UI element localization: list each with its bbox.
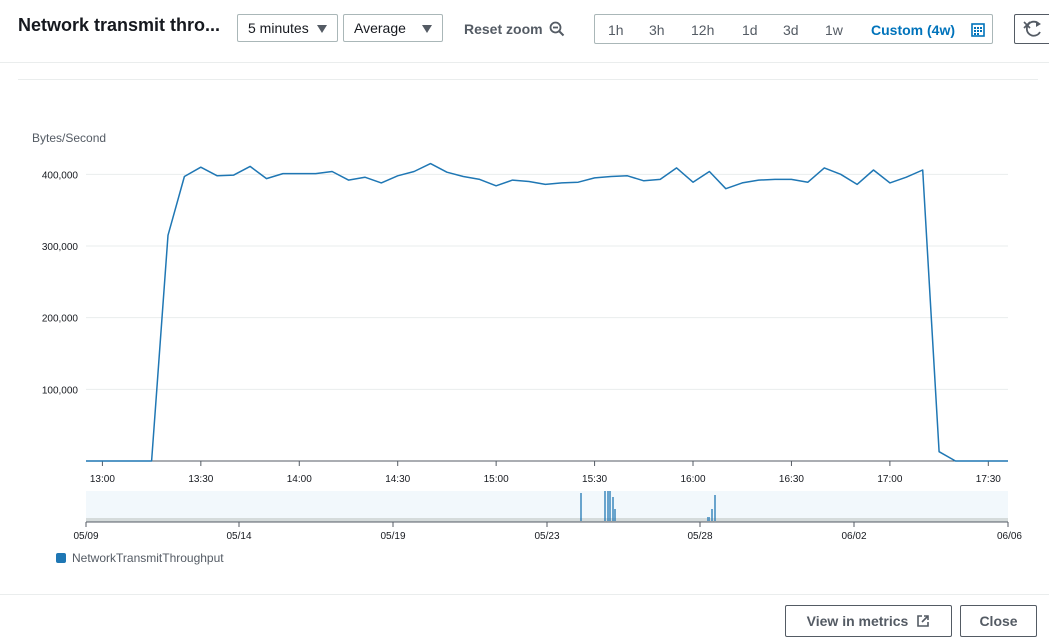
navigator-tick-label: 06/02	[841, 531, 866, 542]
external-link-icon	[916, 614, 930, 628]
period-select[interactable]: 5 minutes	[237, 14, 338, 42]
series-layer	[86, 164, 1008, 461]
range-option-1d[interactable]: 1d	[742, 22, 758, 38]
y-tick-label: 400,000	[42, 170, 79, 181]
caret-down-icon	[317, 25, 327, 33]
x-tick-label: 17:00	[877, 474, 902, 485]
x-tick-label: 14:30	[385, 474, 410, 485]
chart-container[interactable]: Bytes/Second 100,000 200,000 300,000 400,00…	[0, 80, 1049, 580]
navigator-tick-label: 05/28	[687, 531, 712, 542]
navigator-tick-label: 05/19	[380, 531, 405, 542]
time-range-selector: 1h 3h 12h 1d 3d 1w Custom (4w)	[594, 14, 993, 44]
x-tick-label: 16:30	[779, 474, 804, 485]
view-in-metrics-button[interactable]: View in metrics	[785, 605, 952, 637]
legend-item-label: NetworkTransmitThroughput	[72, 551, 224, 565]
navigator-tick-label: 06/06	[997, 531, 1022, 542]
view-in-metrics-label: View in metrics	[807, 613, 909, 629]
navigator-background	[86, 491, 1008, 521]
close-label: Close	[979, 613, 1017, 629]
grid-lines	[86, 174, 1008, 461]
range-option-1h[interactable]: 1h	[608, 22, 624, 38]
navigator-spike	[714, 495, 716, 521]
chart-legend[interactable]: NetworkTransmitThroughput	[56, 551, 224, 565]
refresh-button[interactable]	[1014, 14, 1049, 44]
x-tick-label: 17:30	[976, 474, 1001, 485]
navigator-spike	[614, 509, 616, 521]
y-tick-label: 100,000	[42, 385, 79, 396]
x-tick-label: 13:00	[90, 474, 115, 485]
close-button[interactable]: Close	[960, 605, 1037, 637]
range-option-12h[interactable]: 12h	[691, 22, 714, 38]
y-tick-label: 300,000	[42, 242, 79, 253]
x-tick-label: 15:30	[582, 474, 607, 485]
widget-footer: View in metrics Close	[0, 594, 1049, 643]
x-axis-ticks: 13:00 13:30 14:00 14:30 15:00 15:30 16:00 16:30…	[90, 461, 1001, 485]
x-tick-label: 16:00	[680, 474, 705, 485]
range-option-3h[interactable]: 3h	[649, 22, 665, 38]
series-line	[86, 164, 1008, 461]
zoom-out-icon	[549, 21, 565, 37]
widget-title: Network transmit thro...	[18, 15, 220, 36]
range-option-1w[interactable]: 1w	[825, 22, 843, 38]
range-option-custom[interactable]: Custom (4w)	[871, 22, 955, 38]
statistic-select[interactable]: Average	[343, 14, 443, 42]
navigator-tick-label: 05/23	[534, 531, 559, 542]
navigator-spike	[612, 497, 614, 521]
x-tick-label: 15:00	[484, 474, 509, 485]
navigator-spike	[580, 493, 582, 521]
navigator-spike	[711, 509, 713, 521]
refresh-icon	[1021, 18, 1047, 40]
range-option-3d[interactable]: 3d	[783, 22, 799, 38]
navigator-tick-label: 05/09	[73, 531, 98, 542]
navigator-tick-label: 05/14	[226, 531, 251, 542]
x-tick-label: 14:00	[287, 474, 312, 485]
y-tick-label: 200,000	[42, 314, 79, 325]
calendar-icon[interactable]	[971, 23, 985, 37]
navigator-selection[interactable]	[86, 518, 1008, 522]
reset-zoom-label: Reset zoom	[464, 21, 543, 37]
y-axis-ticks: 100,000 200,000 300,000 400,000	[42, 170, 79, 396]
caret-down-icon	[422, 25, 432, 33]
navigator-spike	[609, 491, 611, 521]
time-navigator[interactable]: 05/09 05/14 05/19 05/23 05/28 06/02 06/06	[73, 491, 1022, 542]
navigator-spike	[707, 517, 710, 521]
legend-swatch	[56, 553, 66, 563]
y-axis-label: Bytes/Second	[32, 131, 106, 145]
x-tick-label: 13:30	[188, 474, 213, 485]
statistic-select-value: Average	[354, 20, 406, 36]
navigator-spike	[604, 491, 606, 521]
reset-zoom-button[interactable]: Reset zoom	[464, 21, 565, 37]
navigator-spike	[607, 491, 609, 521]
period-select-value: 5 minutes	[248, 20, 309, 36]
widget-header: Network transmit thro... 5 minutes Avera…	[0, 0, 1049, 63]
line-chart[interactable]: Bytes/Second 100,000 200,000 300,000 400,00…	[0, 80, 1049, 580]
